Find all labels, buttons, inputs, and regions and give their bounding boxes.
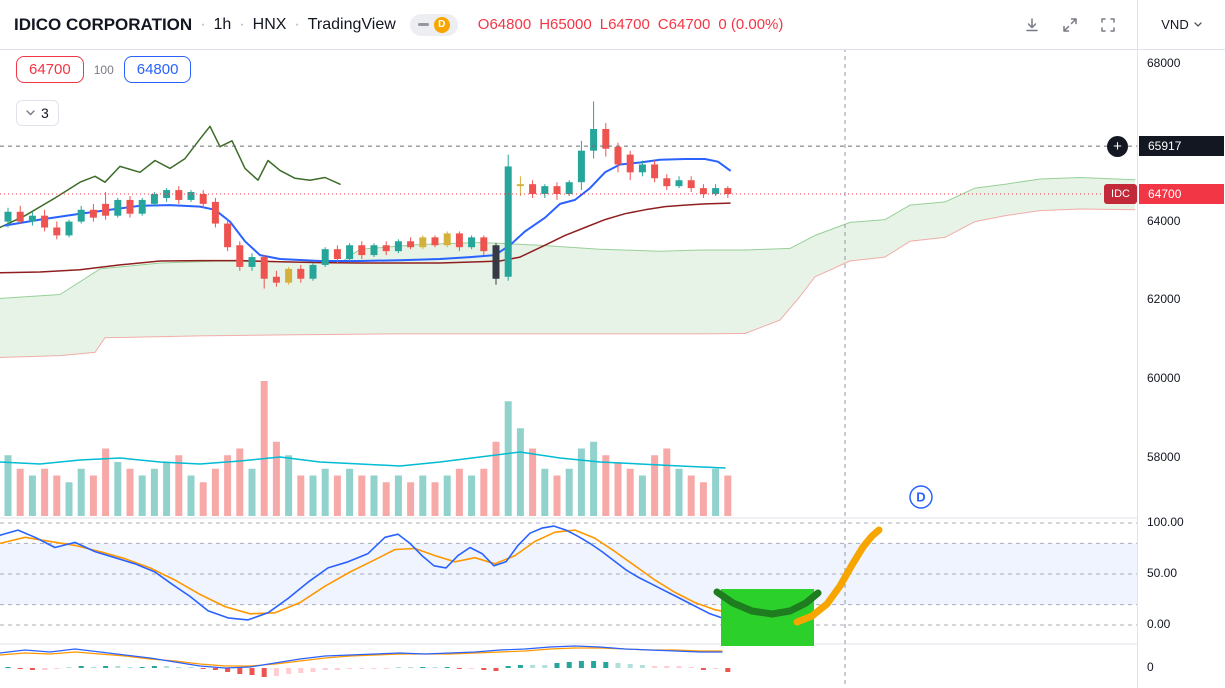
symbol-title[interactable]: IDICO CORPORATION [14,14,193,34]
main-chart-canvas[interactable]: D [0,0,1137,688]
fullscreen-icon [1101,17,1115,32]
axis-label: 62000 [1147,292,1181,307]
chevron-down-icon [1194,22,1202,27]
currency-dropdown[interactable]: VND [1138,0,1225,50]
separator-dot: · [294,15,300,33]
quote-row: 64700 100 64800 [16,56,192,83]
bid-button[interactable]: 64700 [16,56,84,83]
fullscreen-button[interactable] [1093,10,1123,40]
axis-label: 60000 [1147,371,1181,386]
ohlc-values: O64800 H65000 L64700 C64700 0 (0.00%) [478,16,784,33]
separator-dot: · [200,15,206,33]
svg-text:D: D [916,490,925,505]
axis-label: 58000 [1147,450,1181,464]
topbar-icons [1017,10,1123,40]
axis-label: 68000 [1147,56,1181,70]
change-value: 0 (0.00%) [718,16,784,33]
expand-arrows-icon [1063,17,1077,32]
last-price-badge: IDC 64700 [1104,184,1224,205]
download-icon [1026,17,1038,31]
resize-button[interactable] [1055,10,1085,40]
chevron-down-icon [26,110,35,116]
minus-icon [417,23,429,26]
chart-topbar: IDICO CORPORATION · 1h · HNX · TradingVi… [0,0,1137,50]
crosshair-price-badge: 65917 [1139,136,1224,157]
price-axis[interactable]: VND 68000 64000 62000 60000 58000 100.00 50.00… [1104,0,1225,688]
symbol-short-badge: IDC [1104,184,1137,205]
axis-labels: 68000 64000 62000 60000 58000 100.00 50.00 0.00… [1138,0,1225,688]
ask-button[interactable]: 64800 [123,56,192,83]
chart-region[interactable]: D IDICO CORPORATION · 1h · HNX · Trading… [0,0,1137,688]
axis-label: 0.00 [1147,617,1171,631]
last-price-value: 64700 [1139,184,1224,205]
data-status-pill[interactable]: D [409,13,458,36]
indicators-collapse-button[interactable]: 3 [16,100,59,126]
indicators-count: 3 [41,105,49,121]
axis-label: 64000 [1147,213,1181,228]
currency-label: VND [1161,17,1189,32]
spread-size: 100 [93,62,114,77]
tradingview-link[interactable]: TradingView [307,15,396,33]
axis-label: 100.00 [1147,515,1184,529]
delayed-data-badge: D [433,16,450,33]
exchange-label: HNX [252,15,287,33]
crosshair-plus-icon[interactable]: + [1107,135,1128,157]
separator-dot: · [239,15,245,33]
axis-label: 0 [1147,660,1154,674]
interval-button[interactable]: 1h [213,15,232,33]
axis-label: 50.00 [1147,566,1178,580]
close-value: C64700 [657,16,711,33]
download-button[interactable] [1017,10,1047,40]
open-value: O64800 [477,16,532,33]
low-value: L64700 [599,16,650,33]
high-value: H65000 [539,16,592,33]
